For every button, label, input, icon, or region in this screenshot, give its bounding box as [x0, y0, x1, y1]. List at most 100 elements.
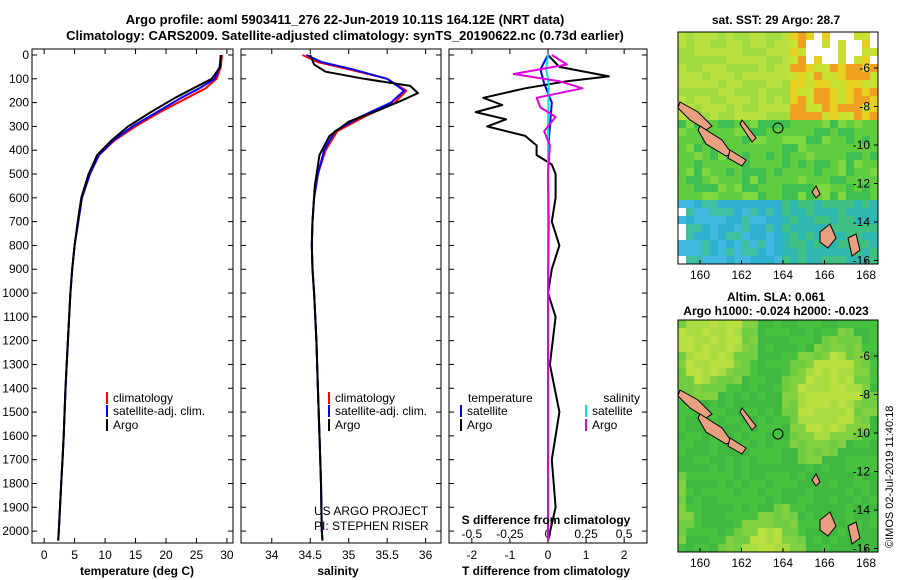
map-cell [782, 256, 791, 264]
map-cell [710, 416, 719, 425]
map-cell [726, 232, 735, 241]
map-cell [742, 192, 751, 201]
map-cell [774, 528, 783, 537]
map-cell [814, 104, 823, 113]
map-cell [782, 512, 791, 521]
map-cell [742, 144, 751, 153]
map-cell [838, 232, 847, 241]
credit-project: US ARGO PROJECT [314, 504, 429, 518]
map-cell [718, 384, 727, 393]
map-cell [718, 528, 727, 537]
map-cell [710, 40, 719, 49]
map-cell [678, 48, 687, 57]
map-cell [862, 400, 871, 409]
map-cell [830, 40, 839, 49]
map-cell [822, 176, 831, 185]
map-cell [830, 376, 839, 385]
sla-map: 160 162 164 166 168-6-8-10-12-14-16 [677, 319, 879, 570]
map-cell [766, 320, 775, 329]
map-cell [734, 64, 743, 73]
map-cell [726, 344, 735, 353]
map-cell [782, 408, 791, 417]
map-cell [694, 536, 703, 545]
map-cell [766, 128, 775, 137]
map-cell [798, 176, 807, 185]
map-cell [870, 248, 878, 257]
map-cell [678, 352, 687, 361]
map-cell [830, 64, 839, 73]
x-tick-label: 15 [129, 548, 143, 562]
map-cell [838, 80, 847, 89]
map-cell [830, 536, 839, 545]
map-cell [718, 208, 727, 217]
map-cell [798, 224, 807, 233]
y-tick-label: 100 [9, 72, 29, 86]
map-cell [678, 32, 687, 41]
map-cell [726, 352, 735, 361]
map-cell [726, 120, 735, 129]
salinity-panel-frame [240, 48, 442, 544]
map-cell [806, 352, 815, 361]
map-cell [838, 432, 847, 441]
map-cell [678, 496, 687, 505]
map-cell [686, 504, 695, 513]
map-cell [726, 176, 735, 185]
map-cell [830, 192, 839, 201]
map-cell [870, 96, 878, 105]
map-cell [814, 360, 823, 369]
credit-pi: PI: STEPHEN RISER [314, 519, 429, 533]
map-cell [694, 192, 703, 201]
map-cell [830, 504, 839, 513]
map-cell [830, 88, 839, 97]
map-cell [846, 128, 855, 137]
map-cell [806, 200, 815, 209]
map-cell [742, 376, 751, 385]
map-cell [870, 136, 878, 145]
map-cell [846, 504, 855, 513]
map-cell [750, 96, 759, 105]
map-cell [806, 384, 815, 393]
map-cell [790, 184, 799, 193]
island-shape [727, 149, 747, 167]
s-diff-tick-label: -0.25 [496, 527, 524, 541]
map-cell [678, 232, 687, 241]
map-cell [694, 432, 703, 441]
map-cell [694, 416, 703, 425]
map-cell [814, 88, 823, 97]
map-cell [686, 232, 695, 241]
map-cell [814, 240, 823, 249]
map-cell [838, 376, 847, 385]
map-cell [758, 328, 767, 337]
map-cell [806, 368, 815, 377]
series-line-argo [57, 54, 222, 541]
lon-tick-label: 166 [814, 556, 834, 570]
map-cell [702, 216, 711, 225]
map-cell [838, 368, 847, 377]
map-cell [782, 320, 791, 329]
map-cell [846, 520, 855, 529]
map-cell [814, 456, 823, 465]
map-cell [814, 520, 823, 529]
map-cell [870, 80, 878, 89]
map-cell [806, 128, 815, 137]
map-cell [782, 368, 791, 377]
map-cell [862, 248, 871, 257]
map-cell [710, 208, 719, 217]
map-cell [702, 360, 711, 369]
legend-s-satellite-label: satellite [592, 404, 633, 418]
map-cell [702, 176, 711, 185]
map-cell [782, 440, 791, 449]
map-cell [742, 328, 751, 337]
map-cell [710, 328, 719, 337]
map-cell [830, 240, 839, 249]
s-difference-axis-title: S difference from climatology [462, 513, 631, 527]
map-cell [710, 168, 719, 177]
map-cell [870, 440, 878, 449]
map-cell [806, 160, 815, 169]
map-cell [702, 160, 711, 169]
map-cell [774, 504, 783, 513]
map-cell [694, 336, 703, 345]
map-cell [862, 456, 871, 465]
map-cell [726, 528, 735, 537]
map-cell [702, 352, 711, 361]
